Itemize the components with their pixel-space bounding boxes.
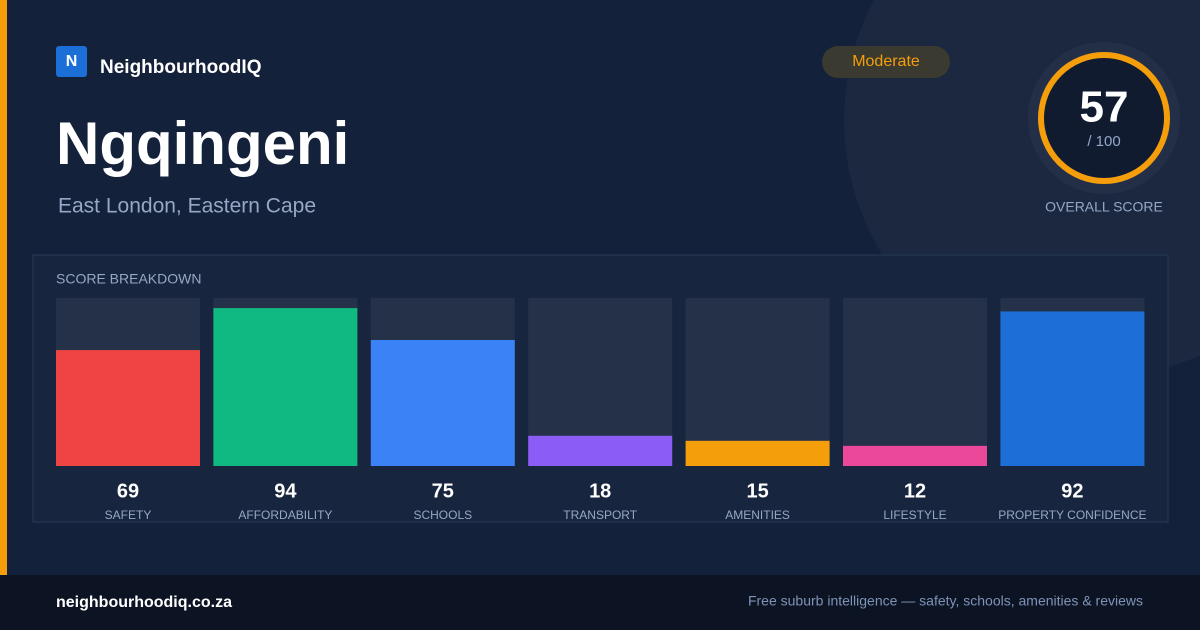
bar-track [685,298,830,466]
overall-max: / 100 [1087,133,1120,150]
footer [0,575,1200,630]
bar [528,435,673,466]
value-label: 15 [746,480,768,502]
gauge-ring [1038,52,1170,184]
bar [1000,311,1145,466]
accent-stripe [0,0,7,575]
category-label: AMENITIES [725,508,790,522]
bar [370,340,515,466]
category-label: SAFETY [105,508,152,522]
place-name: Ngqingeni [56,110,349,177]
overall-score: 57 [1080,83,1129,132]
category-label: TRANSPORT [563,508,637,522]
value-label: 12 [904,480,926,502]
category-label: LIFESTYLE [883,508,946,522]
region: East London, Eastern Cape [58,195,316,218]
bar [56,350,200,466]
brand-name: NeighbourhoodIQ [100,57,261,78]
category-label: SCHOOLS [413,508,472,522]
category-label: AFFORDABILITY [238,508,332,522]
category-label: PROPERTY CONFIDENCE [998,508,1146,522]
logo-letter: N [66,53,78,70]
value-label: 94 [274,480,297,502]
bar [843,445,987,466]
value-label: 18 [589,480,611,502]
bar [213,308,358,466]
value-label: 92 [1061,480,1083,502]
bar-track [843,298,987,466]
bar [685,440,830,466]
value-label: 75 [432,480,454,502]
chart-title: SCORE BREAKDOWN [56,271,201,287]
footer-tagline: Free suburb intelligence — safety, schoo… [748,593,1143,609]
badge [822,46,950,78]
value-label: 69 [117,480,139,502]
footer-url: neighbourhoodiq.co.za [56,594,232,611]
overall-label: OVERALL SCORE [1045,199,1163,215]
badge-text: Moderate [852,53,920,70]
logo [56,46,87,77]
